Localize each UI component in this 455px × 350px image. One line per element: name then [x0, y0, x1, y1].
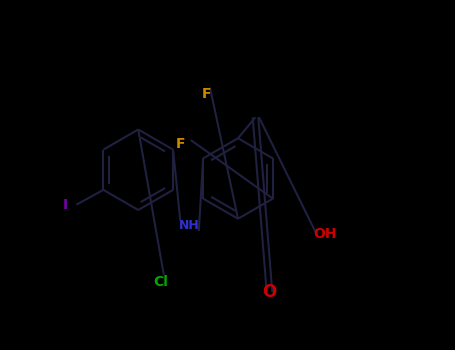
Text: O: O [263, 283, 277, 301]
Text: NH: NH [179, 219, 199, 232]
Text: OH: OH [314, 228, 337, 241]
Text: F: F [176, 136, 185, 150]
Text: Cl: Cl [154, 275, 168, 289]
Text: I: I [63, 198, 68, 212]
Text: F: F [202, 88, 211, 102]
